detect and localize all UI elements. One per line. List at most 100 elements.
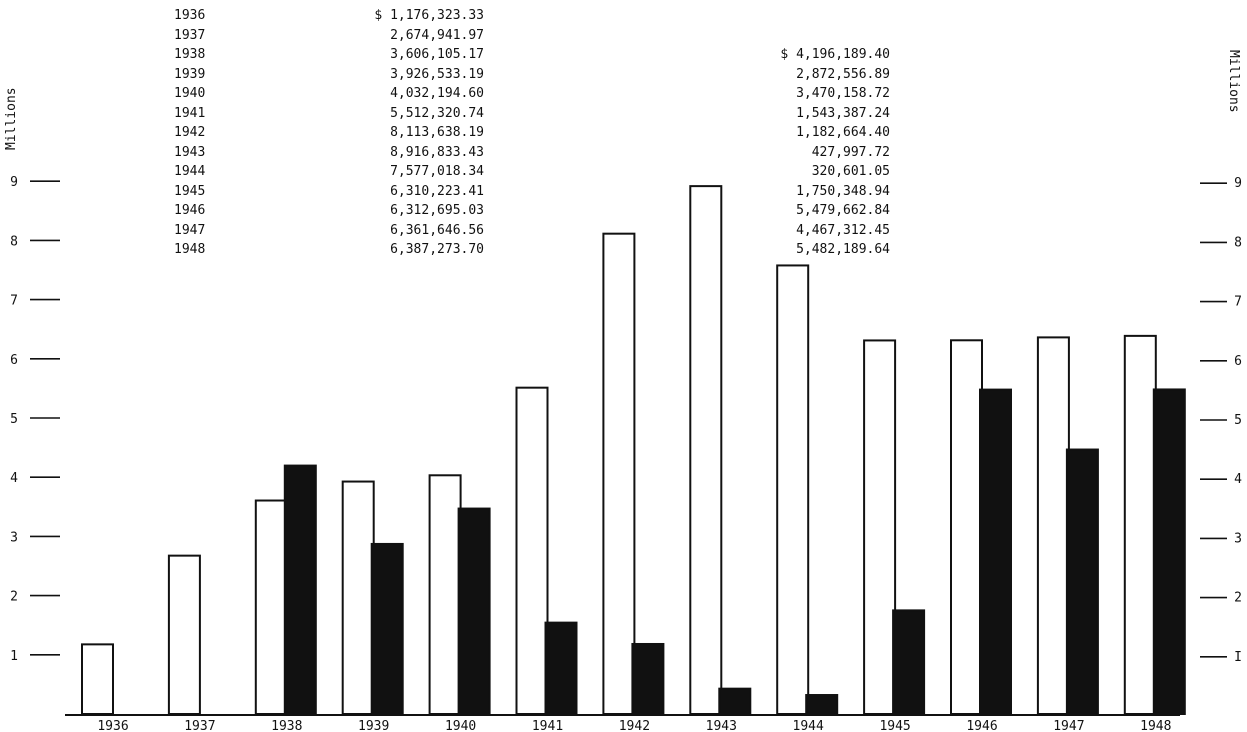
table-years-column: 1936 1937 1938 1939 1940 1941 1942 1943 1944 1945… [174, 6, 234, 260]
x-tick-label: 1936 [97, 719, 128, 732]
table-year-cell: 1937 [174, 27, 206, 43]
table-year-cell: 1947 [174, 222, 206, 238]
y-axis-label-left: Millions [4, 87, 19, 150]
y-tick-label-right: 6 [1234, 354, 1242, 369]
table-year-cell: 1936 [174, 8, 206, 23]
y-axis-label-right: Millions [1226, 50, 1241, 113]
y-tick-label-right: 2 [1234, 591, 1242, 606]
x-tick-label: 1945 [879, 719, 910, 732]
table-col1-cell: 8,916,833.43 [390, 144, 484, 160]
y-tick-label-right: 9 [1234, 176, 1242, 191]
table-year-cell: 1942 [174, 125, 206, 140]
table-year-cell: 1940 [174, 86, 206, 101]
table-year-cell: 1938 [174, 47, 206, 62]
table-values-column-2: $ 4,196,189.40 2,872,556.89 3,470,158.72 1,… [750, 45, 890, 260]
bar-1948-series-2 [1152, 388, 1186, 715]
bar-1938-series-2 [283, 464, 317, 716]
table-col1-cell: $ 1,176,323.33 [374, 8, 484, 23]
table-year-cell: 1948 [174, 242, 206, 257]
x-tick-label: 1937 [184, 719, 215, 732]
y-tick-label-left: 3 [10, 530, 18, 545]
table-year-cell: 1943 [174, 144, 206, 160]
x-tick-label: 1944 [793, 719, 824, 732]
y-tick-label-left: 6 [10, 353, 18, 368]
y-tick-label-right: 3 [1234, 531, 1242, 546]
y-tick-label-left: 9 [10, 175, 18, 190]
table-col1-cell: 8,113,638.19 [390, 125, 484, 140]
bar-1941-series-2 [544, 621, 578, 715]
x-tick-label: 1941 [532, 719, 563, 732]
table-col1-cell: 3,606,105.17 [390, 47, 484, 62]
table-year-cell: 1939 [174, 66, 206, 82]
bar-1939-series-1 [341, 480, 375, 715]
table-col1-cell: 7,577,018.34 [390, 164, 484, 179]
bar-1936-series-1 [81, 643, 114, 715]
y-tick-label-right: 4 [1234, 472, 1242, 487]
x-tick-label: 1946 [966, 719, 997, 732]
bar-1943-series-1 [689, 185, 723, 715]
bar-1946-series-1 [950, 339, 983, 715]
bar-1942-series-1 [602, 232, 636, 716]
bars-group [81, 185, 1186, 716]
table-col2-cell: $ 4,196,189.40 [780, 47, 890, 62]
bar-1939-series-2 [370, 542, 404, 716]
x-tick-label: 1948 [1140, 719, 1171, 732]
bar-1937-series-1 [167, 554, 201, 715]
table-col1-cell: 6,312,695.03 [390, 203, 484, 218]
table-col2-cell: 1,750,348.94 [796, 183, 890, 199]
table-col1-cell: 5,512,320.74 [390, 105, 484, 121]
bar-1948-series-1 [1123, 334, 1157, 715]
bar-1944-series-2 [805, 694, 839, 716]
table-col1-cell: 2,674,941.97 [390, 27, 484, 43]
y-tick-label-left: 8 [10, 234, 18, 249]
table-col2-cell: 5,482,189.64 [796, 242, 890, 257]
y-tick-label-left: 1 [10, 649, 18, 664]
table-col2-cell: 3,470,158.72 [796, 86, 890, 101]
table-values-column-1: $ 1,176,323.33 2,674,941.97 3,606,105.17 3,… [338, 6, 484, 260]
bar-1941-series-1 [515, 386, 549, 715]
table-col1-cell: 6,361,646.56 [390, 222, 484, 238]
bar-1943-series-2 [718, 687, 752, 716]
x-tick-label: 1940 [445, 719, 476, 732]
x-tick-label: 1938 [271, 719, 302, 732]
table-col2-cell: 4,467,312.45 [796, 222, 890, 238]
table-col2-cell: 320,601.05 [811, 164, 890, 179]
y-tick-label-left: 5 [10, 412, 18, 427]
bar-1944-series-1 [776, 264, 810, 715]
bar-1945-series-2 [892, 609, 926, 715]
table-col2-cell: 427,997.72 [811, 144, 890, 160]
x-tick-label: 1943 [706, 719, 737, 732]
bar-1946-series-2 [979, 388, 1012, 715]
bar-1940-series-2 [457, 507, 491, 715]
table-col2-cell: 1,543,387.24 [796, 105, 890, 121]
bar-1947-series-2 [1065, 448, 1099, 715]
x-tick-label: 1947 [1053, 719, 1084, 732]
y-tick-label-left: 2 [10, 590, 18, 605]
table-col2-cell: 2,872,556.89 [796, 66, 890, 82]
bar-1940-series-1 [428, 474, 462, 715]
table-year-cell: 1946 [174, 203, 206, 218]
table-year-cell: 1941 [174, 105, 206, 121]
axes-group: 1936 1937 1938 1939 1940 1941 1942 1943 1944 1945… [10, 175, 1242, 732]
y-tick-label-left: 4 [10, 471, 18, 486]
bar-1947-series-1 [1036, 336, 1070, 715]
y-tick-label-left: 7 [10, 294, 18, 309]
x-tick-label: 1942 [619, 719, 650, 732]
bar-1938-series-1 [254, 499, 288, 716]
table-col1-cell: 4,032,194.60 [390, 86, 484, 101]
bar-1942-series-2 [631, 642, 665, 715]
y-tick-label-right: 5 [1234, 413, 1242, 428]
table-col1-cell: 3,926,533.19 [390, 66, 484, 82]
table-col2-cell: 1,182,664.40 [796, 125, 890, 140]
x-tick-label: 1939 [358, 719, 389, 732]
table-year-cell: 1945 [174, 183, 206, 199]
table-col2-cell: 5,479,662.84 [796, 203, 890, 218]
y-tick-label-right: I [1234, 650, 1242, 665]
table-col1-cell: 6,387,273.70 [390, 242, 484, 257]
table-year-cell: 1944 [174, 164, 206, 179]
bar-1945-series-1 [863, 339, 897, 715]
y-tick-label-right: 8 [1234, 235, 1242, 250]
y-tick-label-right: 7 [1234, 295, 1242, 310]
table-col1-cell: 6,310,223.41 [390, 183, 484, 199]
